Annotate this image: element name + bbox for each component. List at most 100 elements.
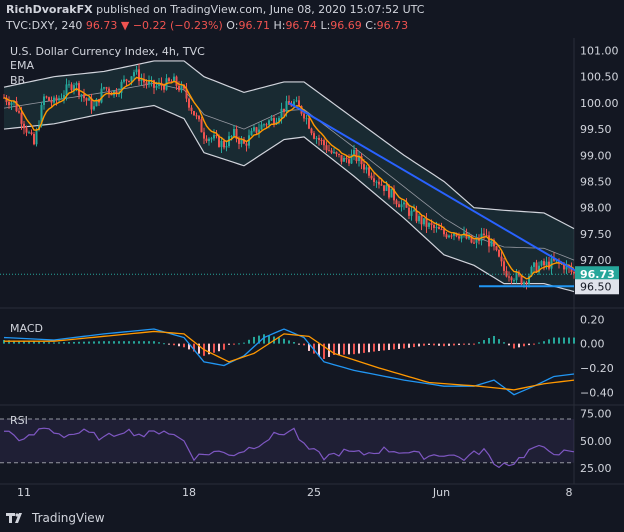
candle-body — [498, 250, 500, 257]
trendline — [288, 102, 581, 275]
macd-histogram-bar — [308, 343, 310, 351]
bb-line — [3, 104, 575, 293]
candle-body — [563, 263, 565, 270]
candle-body — [103, 87, 105, 89]
candle-body — [18, 111, 20, 113]
macd-histogram-bar — [398, 343, 400, 349]
candle-body — [473, 242, 475, 244]
candle-body — [393, 188, 395, 201]
candle-body — [240, 139, 243, 144]
close-label: C: — [365, 19, 377, 32]
candle-body — [483, 233, 485, 236]
candle-body — [60, 98, 63, 100]
macd-histogram-bar — [123, 341, 125, 344]
bb-legend[interactable]: BB — [10, 74, 26, 87]
candle-body — [8, 101, 10, 106]
signal-line — [4, 330, 575, 391]
macd-histogram-bar — [143, 341, 145, 344]
macd-histogram-bar — [108, 341, 110, 344]
candle-body — [405, 202, 408, 208]
candle-body — [433, 224, 435, 228]
candle-body — [508, 276, 510, 278]
macd-histogram-bar — [418, 343, 420, 347]
macd-histogram-bar — [408, 343, 410, 348]
rsi-legend[interactable]: RSI — [10, 414, 28, 427]
ema-legend[interactable]: EMA — [10, 59, 34, 72]
candle-body — [55, 97, 58, 101]
macd-histogram-bar — [373, 343, 375, 352]
macd-histogram-bar — [33, 341, 35, 344]
candle-body — [238, 138, 240, 144]
y-tick-label: 98.50 — [580, 175, 612, 188]
macd-histogram-bar — [48, 342, 50, 344]
macd-histogram-bar — [263, 334, 265, 344]
macd-histogram-bar — [343, 343, 345, 355]
macd-legend[interactable]: MACD — [10, 322, 43, 335]
x-tick-label: Jun — [432, 486, 450, 499]
macd-histogram-bar — [98, 341, 100, 344]
macd-histogram-bar — [403, 343, 405, 349]
macd-histogram-bar — [553, 337, 555, 344]
candle-body — [540, 261, 543, 266]
candle-body — [65, 84, 68, 96]
macd-histogram-bar — [28, 341, 30, 344]
candle-body — [308, 118, 310, 129]
candle-body — [5, 97, 8, 102]
candle-body — [200, 119, 203, 133]
candle-body — [198, 115, 200, 120]
macd-histogram-bar — [378, 343, 380, 351]
macd-histogram-bar — [388, 343, 390, 350]
candle-body — [315, 137, 318, 139]
candle-body — [515, 272, 518, 281]
macd-histogram-bar — [338, 343, 340, 355]
candle-body — [143, 79, 145, 83]
candle-body — [215, 135, 218, 137]
macd-histogram-bar — [8, 340, 10, 344]
macd-histogram-bar — [153, 341, 155, 344]
candle-body — [123, 79, 125, 82]
candle-body — [250, 130, 253, 136]
candle-body — [220, 140, 223, 147]
candle-body — [10, 102, 13, 106]
candle-body — [360, 155, 363, 165]
macd-histogram-bar — [493, 335, 495, 344]
symbol-header: TVC:DXY, 240 96.73 ▼ −0.22 (−0.23%) O:96… — [6, 19, 408, 32]
macd-histogram-bar — [363, 343, 365, 353]
candle-body — [553, 258, 555, 261]
macd-histogram-bar — [523, 343, 525, 347]
macd-histogram-bar — [468, 343, 470, 345]
macd-histogram-bar — [318, 343, 320, 357]
candle-body — [330, 150, 333, 153]
macd-histogram-bar — [573, 337, 575, 344]
macd-histogram-bar — [213, 343, 215, 353]
brand-name[interactable]: TradingView — [32, 511, 105, 525]
macd-pane — [3, 328, 575, 396]
candle-body — [428, 223, 430, 227]
y-tick-label: 97.50 — [580, 228, 612, 241]
candle-body — [78, 83, 80, 96]
candle-body — [435, 227, 438, 229]
chart-grid — [0, 38, 624, 485]
price-change: −0.22 (−0.23%) — [132, 19, 223, 32]
macd-histogram-bar — [568, 337, 570, 344]
macd-histogram-bar — [243, 342, 245, 344]
candle-body — [168, 78, 170, 82]
macd-histogram-bar — [383, 343, 385, 351]
candle-body — [243, 139, 245, 144]
candle-body — [283, 108, 285, 112]
author-name[interactable]: RichDvorakFX — [6, 3, 93, 16]
candle-body — [388, 185, 390, 198]
candle-body — [503, 261, 505, 271]
candle-body — [325, 145, 328, 151]
macd-histogram-bar — [393, 343, 395, 350]
candle-body — [255, 127, 258, 133]
candle-body — [358, 155, 360, 162]
candle-body — [550, 258, 553, 269]
y-tick-label: 99.50 — [580, 123, 612, 136]
candle-body — [95, 99, 98, 107]
candle-body — [453, 233, 455, 236]
open-value: 96.71 — [238, 19, 270, 32]
candle-body — [490, 240, 493, 247]
tradingview-logo-icon — [6, 513, 22, 523]
